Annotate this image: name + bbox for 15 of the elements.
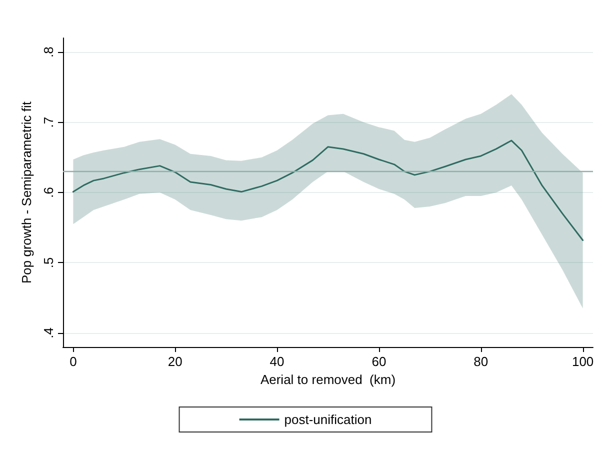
y-tick-label: .6	[41, 187, 56, 198]
x-tick-label: 40	[270, 354, 284, 369]
x-tick-label: 80	[474, 354, 488, 369]
y-axis-title: Pop growth - Semiparametric fit	[19, 101, 34, 284]
legend-label: post-unification	[284, 412, 372, 427]
y-tick-label: .8	[41, 46, 56, 58]
line-series	[72, 140, 584, 242]
x-tick-label: 60	[372, 354, 386, 369]
y-tick-label: .4	[41, 328, 56, 338]
x-axis-title: Aerial to removed (km)	[260, 372, 396, 387]
x-tick-label: 20	[168, 354, 182, 369]
x-tick-label: 0	[70, 354, 77, 369]
x-tick-label: 100	[572, 354, 594, 369]
y-tick-label: .7	[41, 116, 56, 128]
y-tick-label: .5	[41, 257, 56, 268]
